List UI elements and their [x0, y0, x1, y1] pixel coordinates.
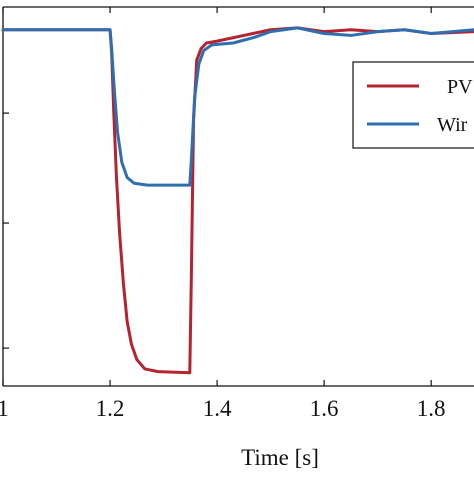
x-tick-label: 1.8 — [417, 396, 446, 421]
series-layer — [1, 26, 474, 375]
legend: PV Wir — [352, 61, 474, 149]
x-tick-label: 1.2 — [96, 396, 125, 421]
x-tick-label: 1.6 — [310, 396, 339, 421]
axes: 1 1.2 1.4 1.6 1.8 — [0, 6, 474, 421]
series-line-pv — [1, 26, 474, 375]
x-tick-label: 1.4 — [203, 396, 232, 421]
legend-box — [352, 61, 474, 149]
x-tick-label: 1 — [0, 396, 9, 421]
x-axis-title: Time [s] — [241, 445, 319, 470]
legend-label: Wir — [437, 114, 468, 136]
legend-label: PV — [447, 76, 473, 98]
series-line-wir — [1, 26, 474, 187]
